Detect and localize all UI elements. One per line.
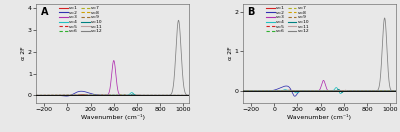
X-axis label: Wavenumber (cm⁻¹): Wavenumber (cm⁻¹) <box>288 114 352 119</box>
Legend: ν=1, ν=2, ν=3, ν=4, ν=5, ν=6, ν=7, ν=8, ν=9, ν=10, ν=11, ν=12: ν=1, ν=2, ν=3, ν=4, ν=5, ν=6, ν=7, ν=8, … <box>58 5 103 34</box>
Text: B: B <box>248 7 255 17</box>
X-axis label: Wavenumber (cm⁻¹): Wavenumber (cm⁻¹) <box>80 114 144 119</box>
Y-axis label: α 2F: α 2F <box>228 47 233 60</box>
Text: A: A <box>40 7 48 17</box>
Y-axis label: α 2F: α 2F <box>22 47 26 60</box>
Legend: ν=1, ν=2, ν=3, ν=4, ν=5, ν=6, ν=7, ν=8, ν=9, ν=10, ν=11, ν=12: ν=1, ν=2, ν=3, ν=4, ν=5, ν=6, ν=7, ν=8, … <box>265 5 310 34</box>
